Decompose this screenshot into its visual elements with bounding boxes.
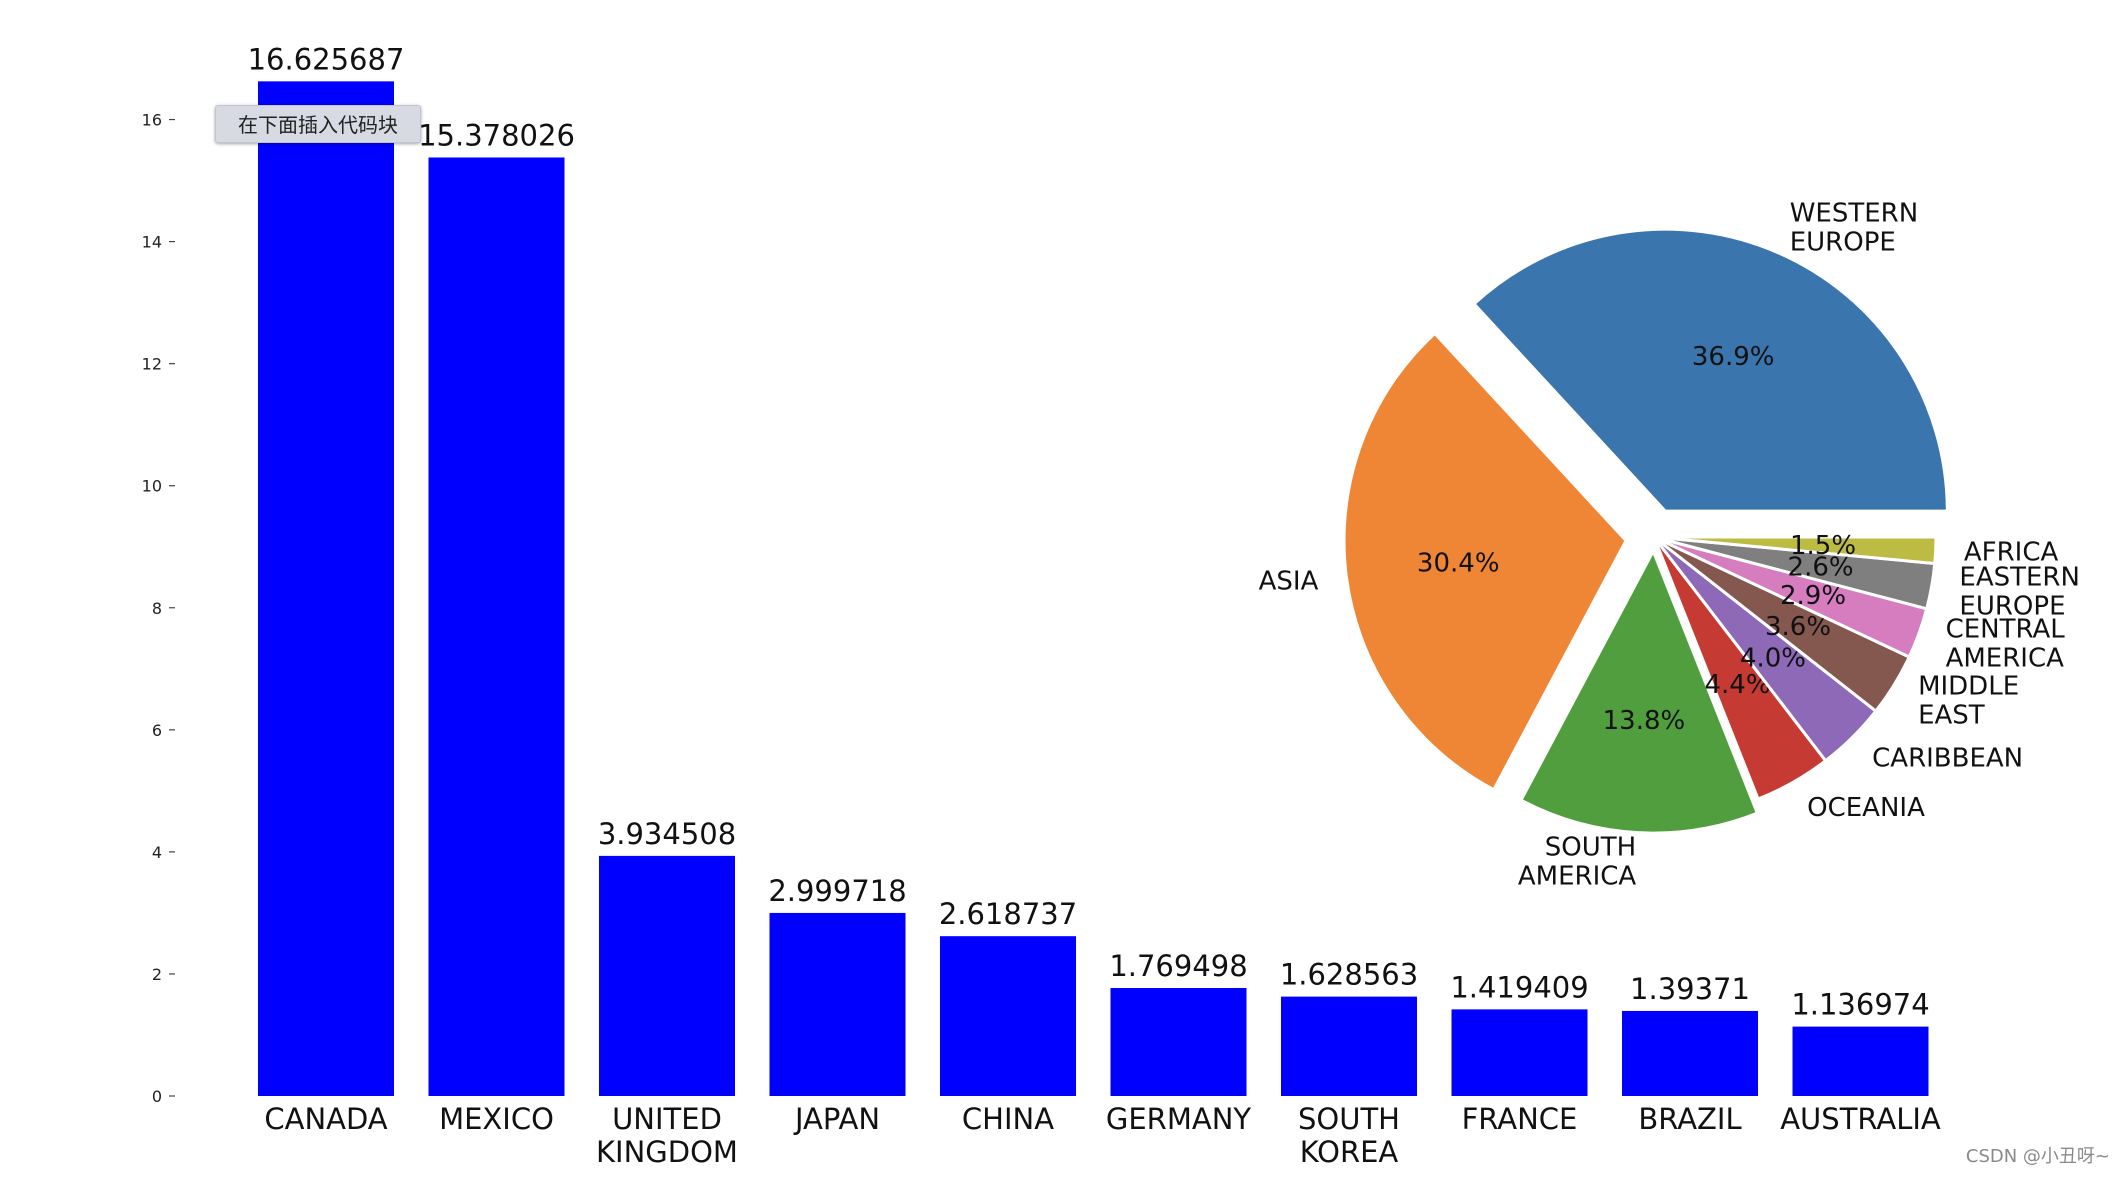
bar bbox=[940, 936, 1076, 1096]
pie-percent-label: 13.8% bbox=[1603, 706, 1686, 736]
y-tick-label: 4 bbox=[152, 843, 162, 862]
pie-category-label: OCEANIA bbox=[1807, 793, 1925, 823]
pie-percent-label: 36.9% bbox=[1692, 342, 1775, 372]
x-category-label: JAPAN bbox=[793, 1102, 880, 1136]
pie-category-label: CENTRAL AMERICA bbox=[1946, 614, 2066, 673]
x-category-label: MEXICO bbox=[439, 1102, 554, 1136]
x-category-label: CHINA bbox=[962, 1102, 1054, 1136]
watermark: CSDN @小丑呀~ bbox=[1965, 1146, 2110, 1167]
pie-chart: 36.9% WESTERN EUROPE 30.4% ASIA 13.8% SOUTH AME… bbox=[1259, 199, 2080, 892]
pie-percent-label: 3.6% bbox=[1765, 612, 1831, 642]
y-tick-label: 12 bbox=[142, 355, 162, 374]
pie-percent-label: 2.6% bbox=[1788, 553, 1854, 583]
pie-category-label: CARIBBEAN bbox=[1872, 744, 2023, 774]
pie-category-label: ASIA bbox=[1259, 566, 1319, 596]
bar bbox=[1281, 996, 1417, 1096]
y-tick-label: 16 bbox=[142, 111, 162, 130]
x-category-label: BRAZIL bbox=[1638, 1102, 1741, 1136]
bar bbox=[428, 157, 565, 1096]
pie-category-label: EASTERN EUROPE bbox=[1959, 563, 2080, 622]
bar-value-label: 1.628563 bbox=[1280, 958, 1418, 992]
y-tick-label: 14 bbox=[142, 233, 162, 252]
bar bbox=[1110, 988, 1247, 1096]
pie-slice bbox=[1652, 535, 1938, 566]
bar-value-label: 1.419409 bbox=[1450, 970, 1588, 1004]
x-category-label: CANADA bbox=[264, 1102, 387, 1136]
bar-value-label: 1.769498 bbox=[1109, 949, 1247, 983]
pie-category-label: MIDDLE EAST bbox=[1918, 671, 2019, 730]
bar bbox=[1792, 1026, 1929, 1096]
x-category-label: FRANCE bbox=[1462, 1102, 1578, 1136]
y-tick-label: 2 bbox=[152, 965, 162, 984]
x-category-label: AUSTRALIA bbox=[1780, 1102, 1941, 1136]
pie-slice bbox=[1472, 227, 1949, 513]
x-category-label: UNITED KINGDOM bbox=[596, 1102, 738, 1169]
y-tick-label: 10 bbox=[142, 477, 162, 496]
bar-value-label: 1.136974 bbox=[1791, 988, 1929, 1022]
bar bbox=[599, 855, 735, 1096]
pie-category-label: WESTERN EUROPE bbox=[1790, 199, 1918, 258]
bar bbox=[769, 912, 906, 1096]
pie-slice bbox=[1519, 549, 1759, 835]
bar bbox=[1451, 1009, 1588, 1096]
insert-code-tooltip: 在下面插入代码块 bbox=[215, 105, 421, 143]
bar-value-label: 15.378026 bbox=[418, 119, 575, 153]
pie-category-label: AFRICA bbox=[1964, 538, 2059, 568]
bar-value-label: 16.625687 bbox=[248, 42, 405, 76]
bar-chart: 0 2 4 6 8 10 12 14 16 16.625687 CANADA 15.378026 MEX… bbox=[142, 42, 1941, 1169]
y-tick-label: 8 bbox=[152, 599, 162, 618]
pie-percent-label: 30.4% bbox=[1417, 548, 1500, 578]
bar-value-label: 3.934508 bbox=[598, 817, 736, 851]
x-category-label: SOUTH KOREA bbox=[1298, 1102, 1400, 1169]
bar bbox=[1622, 1010, 1758, 1096]
y-tick-label: 6 bbox=[152, 721, 162, 740]
pie-category-label: SOUTH AMERICA bbox=[1518, 832, 1637, 891]
x-category-label: GERMANY bbox=[1106, 1102, 1251, 1136]
pie-percent-label: 1.5% bbox=[1790, 531, 1856, 561]
bar-value-label: 1.39371 bbox=[1630, 972, 1750, 1006]
pie-slice bbox=[1342, 331, 1628, 792]
y-tick-label: 0 bbox=[152, 1087, 162, 1106]
bar-value-label: 2.618737 bbox=[939, 897, 1077, 931]
bar-value-label: 2.999718 bbox=[768, 874, 906, 908]
bar bbox=[258, 81, 394, 1096]
